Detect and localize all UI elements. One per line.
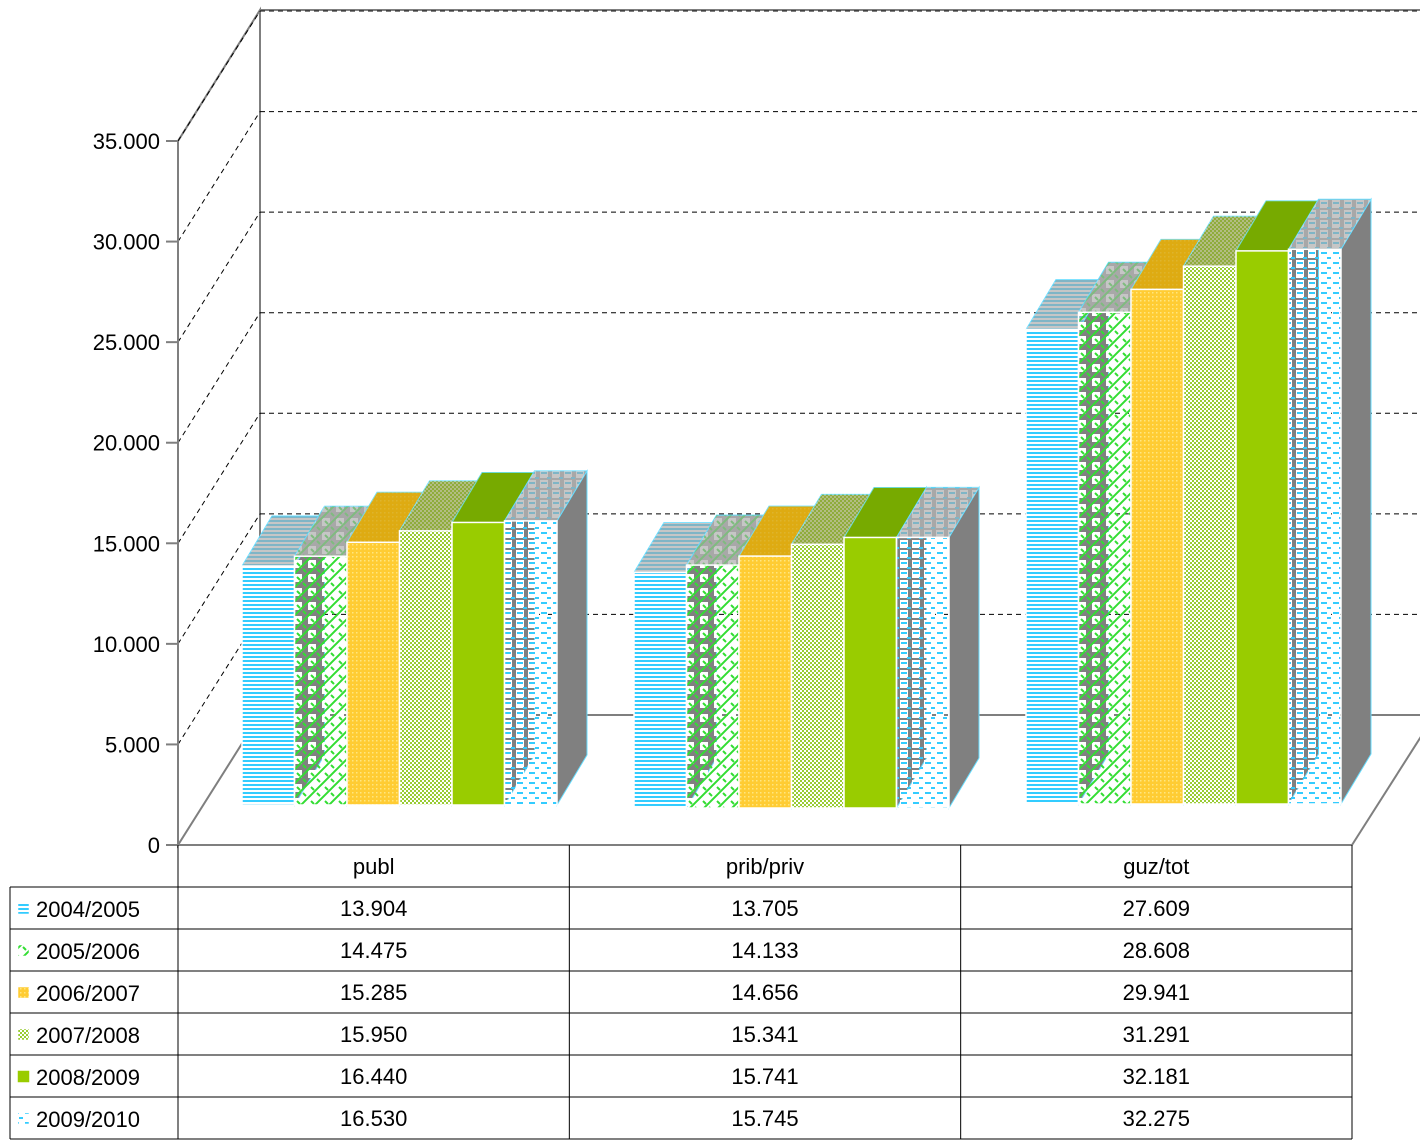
bar-top-pattern bbox=[399, 480, 482, 531]
table-value: 28.608 bbox=[1123, 938, 1190, 963]
table-value: 32.275 bbox=[1123, 1106, 1190, 1131]
legend-key bbox=[17, 902, 30, 915]
table-value: 32.181 bbox=[1123, 1064, 1190, 1089]
bar-front bbox=[843, 536, 898, 809]
table-value: 13.904 bbox=[340, 896, 407, 921]
bar-side bbox=[948, 485, 980, 810]
gridline-diagonal bbox=[177, 312, 261, 443]
table-value: 15.745 bbox=[731, 1106, 798, 1131]
y-tick-label: 10.000 bbox=[93, 632, 160, 657]
category-label: prib/priv bbox=[726, 854, 804, 879]
bar-top-pattern bbox=[791, 494, 874, 545]
gridline-diagonal bbox=[177, 211, 261, 343]
bar-front bbox=[503, 520, 558, 806]
table-value: 15.341 bbox=[731, 1022, 798, 1047]
bar-side bbox=[1340, 197, 1372, 806]
bar-front bbox=[738, 555, 793, 809]
gridline-diagonal bbox=[177, 413, 261, 544]
y-tick-label: 25.000 bbox=[93, 330, 160, 355]
table-value: 14.475 bbox=[340, 938, 407, 963]
bar-front bbox=[346, 541, 401, 806]
y-axis: 0 5.000 10.000 15.000 20.000 25.000 30.000 35.0… bbox=[93, 129, 179, 858]
bar-front bbox=[1130, 288, 1185, 805]
bar bbox=[1287, 197, 1372, 806]
bar-top-pattern bbox=[242, 516, 325, 567]
legend-key bbox=[17, 1028, 30, 1041]
bar-front bbox=[451, 521, 506, 806]
bar-top-pattern bbox=[294, 506, 377, 557]
gridline-diagonal bbox=[177, 111, 261, 242]
bar-top-pattern bbox=[686, 515, 769, 566]
bars bbox=[241, 197, 1372, 810]
bar-top-pattern bbox=[1026, 279, 1109, 330]
legend-label: 2008/2009 bbox=[36, 1065, 140, 1090]
legend-key bbox=[17, 1070, 30, 1083]
table-value: 16.440 bbox=[340, 1064, 407, 1089]
table-value: 31.291 bbox=[1123, 1022, 1190, 1047]
legend-label: 2004/2005 bbox=[36, 897, 140, 922]
bar-front bbox=[1235, 250, 1290, 805]
y-tick-label: 15.000 bbox=[93, 531, 160, 556]
table-value: 15.285 bbox=[340, 980, 407, 1005]
y-tick-label: 20.000 bbox=[93, 431, 160, 456]
legend-label: 2007/2008 bbox=[36, 1023, 140, 1048]
table-value: 27.609 bbox=[1123, 896, 1190, 921]
floor-right-edge bbox=[1351, 736, 1420, 846]
data-table: publ prib/priv guz/tot 2004/2005 13.904 13.70… bbox=[9, 845, 1353, 1140]
bar-top-pattern bbox=[634, 522, 717, 573]
legend-key bbox=[17, 944, 30, 957]
table-value: 15.741 bbox=[731, 1064, 798, 1089]
gridline-diagonal bbox=[177, 513, 261, 645]
bar-front bbox=[895, 536, 950, 809]
bar-front bbox=[685, 564, 740, 809]
table-value: 14.656 bbox=[731, 980, 798, 1005]
legend-key bbox=[17, 1112, 30, 1125]
bar-front bbox=[241, 565, 296, 806]
bar-top-pattern bbox=[1236, 200, 1319, 251]
bar-top-pattern bbox=[1288, 199, 1371, 250]
bar-side bbox=[556, 469, 588, 807]
table-value: 13.705 bbox=[731, 896, 798, 921]
legend-label: 2005/2006 bbox=[36, 939, 140, 964]
category-label: guz/tot bbox=[1123, 854, 1189, 879]
table-value: 29.941 bbox=[1123, 980, 1190, 1005]
bar-top-pattern bbox=[739, 506, 822, 557]
bar-front bbox=[1025, 328, 1080, 805]
legend-label: 2006/2007 bbox=[36, 981, 140, 1006]
bar-group-1 bbox=[633, 485, 980, 810]
y-tick-label: 5.000 bbox=[105, 732, 160, 757]
gridline-diagonal bbox=[177, 10, 261, 142]
y-tick-label: 35.000 bbox=[93, 129, 160, 154]
bar-group-0 bbox=[241, 469, 588, 807]
bar-top-pattern bbox=[504, 470, 587, 521]
bar-top-pattern bbox=[1183, 216, 1266, 267]
legend-label: 2009/2010 bbox=[36, 1107, 140, 1132]
bar-front bbox=[293, 555, 348, 806]
legend-key bbox=[17, 986, 30, 999]
bar-front bbox=[790, 543, 845, 809]
category-label: publ bbox=[353, 854, 395, 879]
y-tick-label: 30.000 bbox=[93, 230, 160, 255]
bar-front bbox=[1077, 311, 1132, 805]
table-value: 15.950 bbox=[340, 1022, 407, 1047]
table-value: 16.530 bbox=[340, 1106, 407, 1131]
bar-front bbox=[633, 571, 688, 809]
bar-group-2 bbox=[1025, 197, 1372, 806]
bar-top-pattern bbox=[844, 487, 927, 538]
bar bbox=[503, 469, 588, 807]
bar-front bbox=[1182, 265, 1237, 805]
bar-top-pattern bbox=[896, 487, 979, 538]
bar-top-pattern bbox=[452, 472, 535, 523]
y-tick-label: 0 bbox=[148, 833, 160, 858]
bar-front bbox=[398, 530, 453, 806]
bar-top-pattern bbox=[347, 492, 430, 543]
bar-front bbox=[1287, 248, 1342, 805]
table-value: 14.133 bbox=[731, 938, 798, 963]
bar bbox=[895, 485, 980, 810]
